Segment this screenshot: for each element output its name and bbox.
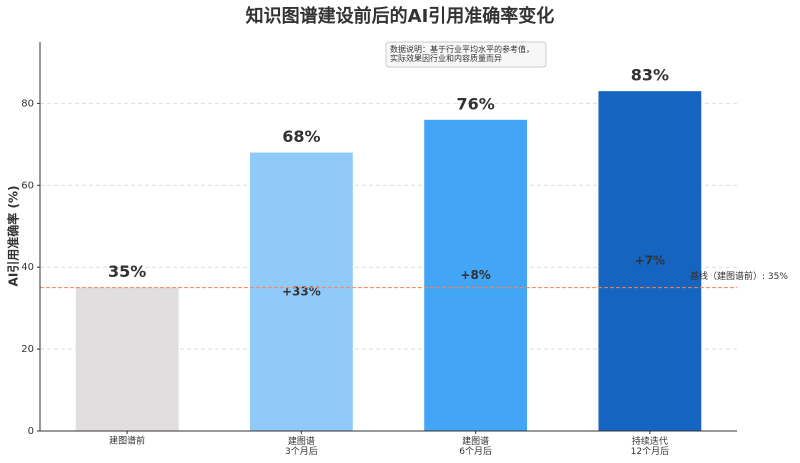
y-tick-label: 0 [28,426,34,437]
x-tick-label: 建图谱 6个月后 [459,435,492,457]
y-axis-label: AI引用准确率 (%) [6,186,21,287]
y-tick-label: 60 [21,180,34,191]
bar [598,91,702,431]
value-label: 35% [108,262,146,281]
gain-label: +8% [460,268,490,282]
value-label: 76% [456,94,494,113]
note: 数据说明：基于行业平均水平的参考值，实际效果因行业和内容质量而异 [390,44,534,63]
x-tick-label: 建图谱前 [109,435,145,447]
note-box [385,41,547,68]
bar [75,287,179,431]
y-tick-label: 40 [21,262,34,273]
gain-label: +33% [282,284,321,298]
y-tick-label: 80 [21,98,34,109]
x-tick-label: 持续迭代 12个月后 [631,435,669,457]
value-label: 83% [631,66,669,85]
y-tick-label: 20 [21,344,34,355]
value-label: 68% [282,127,320,146]
baseline-label: 基线（建图谱前）: 35% [690,270,788,282]
bar [249,152,353,431]
bar [424,119,528,432]
x-tick-label: 建图谱 3个月后 [285,435,318,457]
chart-title: 知识图谱建设前后的AI引用准确率变化 [246,5,555,27]
gain-label: +7% [635,254,665,268]
